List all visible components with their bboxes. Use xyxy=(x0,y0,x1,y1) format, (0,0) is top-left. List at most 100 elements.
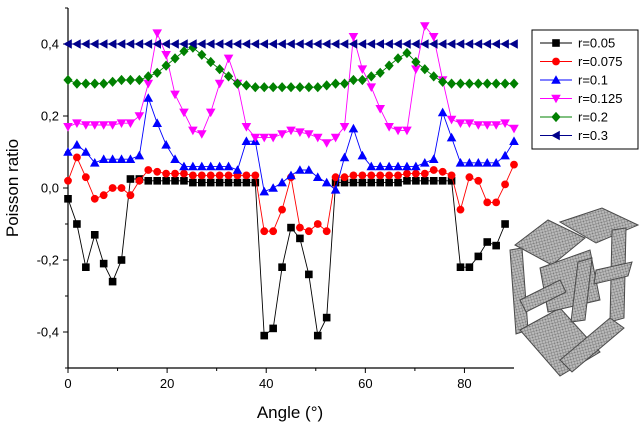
legend-label: r=0.1 xyxy=(578,73,608,88)
data-point xyxy=(375,67,385,78)
data-point xyxy=(241,80,251,91)
x-axis-label: Angle (°) xyxy=(257,403,323,422)
data-point xyxy=(464,39,474,49)
data-point xyxy=(63,74,73,86)
data-point xyxy=(90,78,100,89)
data-point xyxy=(99,78,109,89)
data-point xyxy=(188,126,198,136)
data-point xyxy=(205,161,216,171)
legend-label: r=0.3 xyxy=(578,128,608,143)
data-point xyxy=(358,178,367,187)
data-point xyxy=(277,82,287,93)
data-point xyxy=(473,39,483,49)
data-point xyxy=(259,133,270,143)
data-point xyxy=(170,154,180,163)
data-point xyxy=(420,158,430,167)
data-point xyxy=(331,173,340,182)
data-point xyxy=(501,180,509,189)
data-point xyxy=(89,39,99,49)
data-point xyxy=(482,121,493,130)
data-point xyxy=(474,176,483,185)
data-point xyxy=(464,78,474,89)
data-point xyxy=(89,121,100,130)
legend-marker xyxy=(551,75,561,84)
data-point xyxy=(81,121,91,130)
data-point xyxy=(107,121,118,130)
data-point xyxy=(375,105,385,114)
data-point xyxy=(90,194,99,203)
data-point xyxy=(412,177,420,185)
data-point xyxy=(411,39,420,49)
data-point xyxy=(500,119,510,128)
lattice-strut xyxy=(593,261,633,285)
data-point xyxy=(295,128,305,137)
data-point xyxy=(384,123,394,132)
data-point xyxy=(188,161,198,171)
data-point xyxy=(223,71,234,82)
legend-marker xyxy=(552,39,560,47)
data-point xyxy=(206,171,215,180)
data-point xyxy=(197,130,207,139)
data-point xyxy=(117,184,126,192)
data-point xyxy=(206,178,215,187)
data-point xyxy=(447,171,456,180)
data-point xyxy=(197,49,207,60)
data-point xyxy=(385,178,393,187)
data-point xyxy=(152,29,162,38)
data-point xyxy=(349,171,358,180)
y-axis-label: Poisson ratio xyxy=(3,139,22,237)
data-point xyxy=(197,161,207,171)
data-point xyxy=(385,171,394,180)
data-point xyxy=(63,123,73,132)
data-point xyxy=(473,158,484,167)
data-point xyxy=(143,39,153,49)
data-point xyxy=(509,78,519,89)
legend-marker xyxy=(551,111,561,123)
data-point xyxy=(268,82,278,93)
data-point xyxy=(205,108,216,118)
series-r=0.2 xyxy=(63,42,519,93)
y-tick-label: 0,2 xyxy=(41,109,59,124)
data-point xyxy=(81,39,90,49)
data-point xyxy=(197,39,206,49)
data-point xyxy=(446,132,457,142)
data-point xyxy=(402,39,411,49)
legend-label: r=0.2 xyxy=(578,110,608,125)
data-point xyxy=(295,82,305,93)
data-point xyxy=(305,270,313,279)
series-line xyxy=(67,178,506,338)
data-point xyxy=(189,178,197,187)
data-point xyxy=(491,121,501,130)
data-point xyxy=(134,74,144,86)
data-point xyxy=(510,160,518,169)
data-point xyxy=(376,178,384,187)
data-point xyxy=(375,39,384,49)
data-point xyxy=(402,126,412,136)
data-point xyxy=(241,136,252,145)
data-point xyxy=(428,154,439,163)
data-point xyxy=(482,78,492,89)
legend-box xyxy=(531,29,639,150)
data-point xyxy=(179,161,189,171)
data-point xyxy=(268,133,278,143)
data-point xyxy=(446,39,456,49)
data-point xyxy=(312,39,322,49)
data-point xyxy=(492,198,501,207)
data-point xyxy=(295,165,305,174)
data-point xyxy=(277,130,287,139)
y-tick-label: 0,0 xyxy=(41,181,59,196)
data-point xyxy=(465,263,474,271)
data-point xyxy=(411,161,421,171)
data-point xyxy=(63,147,73,156)
data-point xyxy=(125,74,136,86)
data-point xyxy=(286,126,296,136)
lattice-strut xyxy=(514,219,586,266)
data-point xyxy=(126,191,135,200)
data-point xyxy=(393,161,403,171)
data-point xyxy=(339,152,350,162)
data-point xyxy=(64,176,72,185)
data-point xyxy=(99,259,108,268)
data-point xyxy=(278,205,286,214)
data-point xyxy=(509,124,519,134)
data-point xyxy=(116,39,126,49)
